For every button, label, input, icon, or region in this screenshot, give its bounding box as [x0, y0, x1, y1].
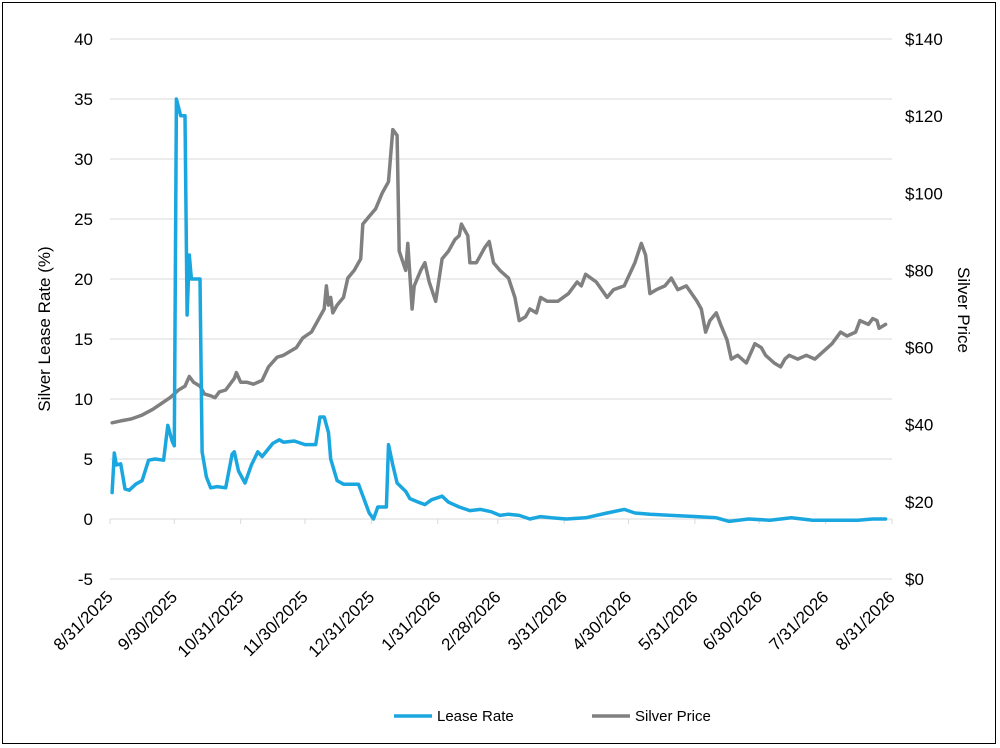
right-axis-ticks: $0 $20 $40 $60 $80 $100 $120 $140: [905, 30, 943, 589]
right-tick-label: $60: [905, 339, 933, 358]
x-tick-label: 6/30/2026: [699, 587, 766, 654]
x-tick-label: 5/31/2026: [635, 587, 702, 654]
left-tick-label: 5: [84, 450, 93, 469]
left-tick-label: 20: [74, 270, 93, 289]
left-tick-label: 30: [74, 150, 93, 169]
legend-label-silver-price: Silver Price: [635, 708, 711, 725]
legend-label-lease-rate: Lease Rate: [437, 708, 514, 725]
series-line-lease-rate: [110, 97, 888, 524]
left-tick-label: 0: [84, 510, 93, 529]
right-tick-label: $20: [905, 493, 933, 512]
right-tick-label: $40: [905, 416, 933, 435]
x-tick-label: 4/30/2026: [568, 587, 635, 654]
x-tick-label: 1/31/2026: [378, 587, 445, 654]
left-axis-title: Silver Lease Rate (%): [35, 246, 54, 411]
right-axis-title: Silver Price: [954, 267, 973, 353]
left-tick-label: 15: [74, 330, 93, 349]
x-tick-label: 12/31/2025: [305, 587, 379, 661]
right-tick-label: $80: [905, 261, 933, 280]
x-tick-label: 7/31/2026: [765, 587, 832, 654]
left-tick-label: 40: [74, 30, 93, 49]
x-tick-label: 8/31/2025: [50, 587, 117, 654]
x-tick-label: 9/30/2025: [114, 587, 181, 654]
left-axis-ticks: -5 0 5 10 15 20 25 30 35 40: [74, 30, 93, 589]
left-tick-label: 35: [74, 90, 93, 109]
legend: Lease Rate Silver Price: [394, 708, 711, 725]
series-line-silver-price: [110, 127, 888, 425]
gridlines: [110, 38, 892, 580]
right-tick-label: $100: [905, 184, 943, 203]
x-tick-label: 2/28/2026: [438, 587, 505, 654]
x-tick-label: 11/30/2025: [239, 587, 312, 660]
right-tick-label: $140: [905, 30, 943, 49]
left-tick-label: 10: [74, 390, 93, 409]
x-axis-ticks: 8/31/20259/30/202510/31/202511/30/202512…: [50, 519, 899, 661]
x-tick-label: 3/31/2026: [504, 587, 571, 654]
right-tick-label: $120: [905, 107, 943, 126]
left-tick-label: -5: [78, 570, 93, 589]
series-lines: [110, 97, 888, 524]
x-tick-label: 8/31/2026: [832, 587, 899, 654]
x-tick-label: 10/31/2025: [174, 587, 248, 661]
left-tick-label: 25: [74, 210, 93, 229]
right-tick-label: $0: [905, 570, 924, 589]
